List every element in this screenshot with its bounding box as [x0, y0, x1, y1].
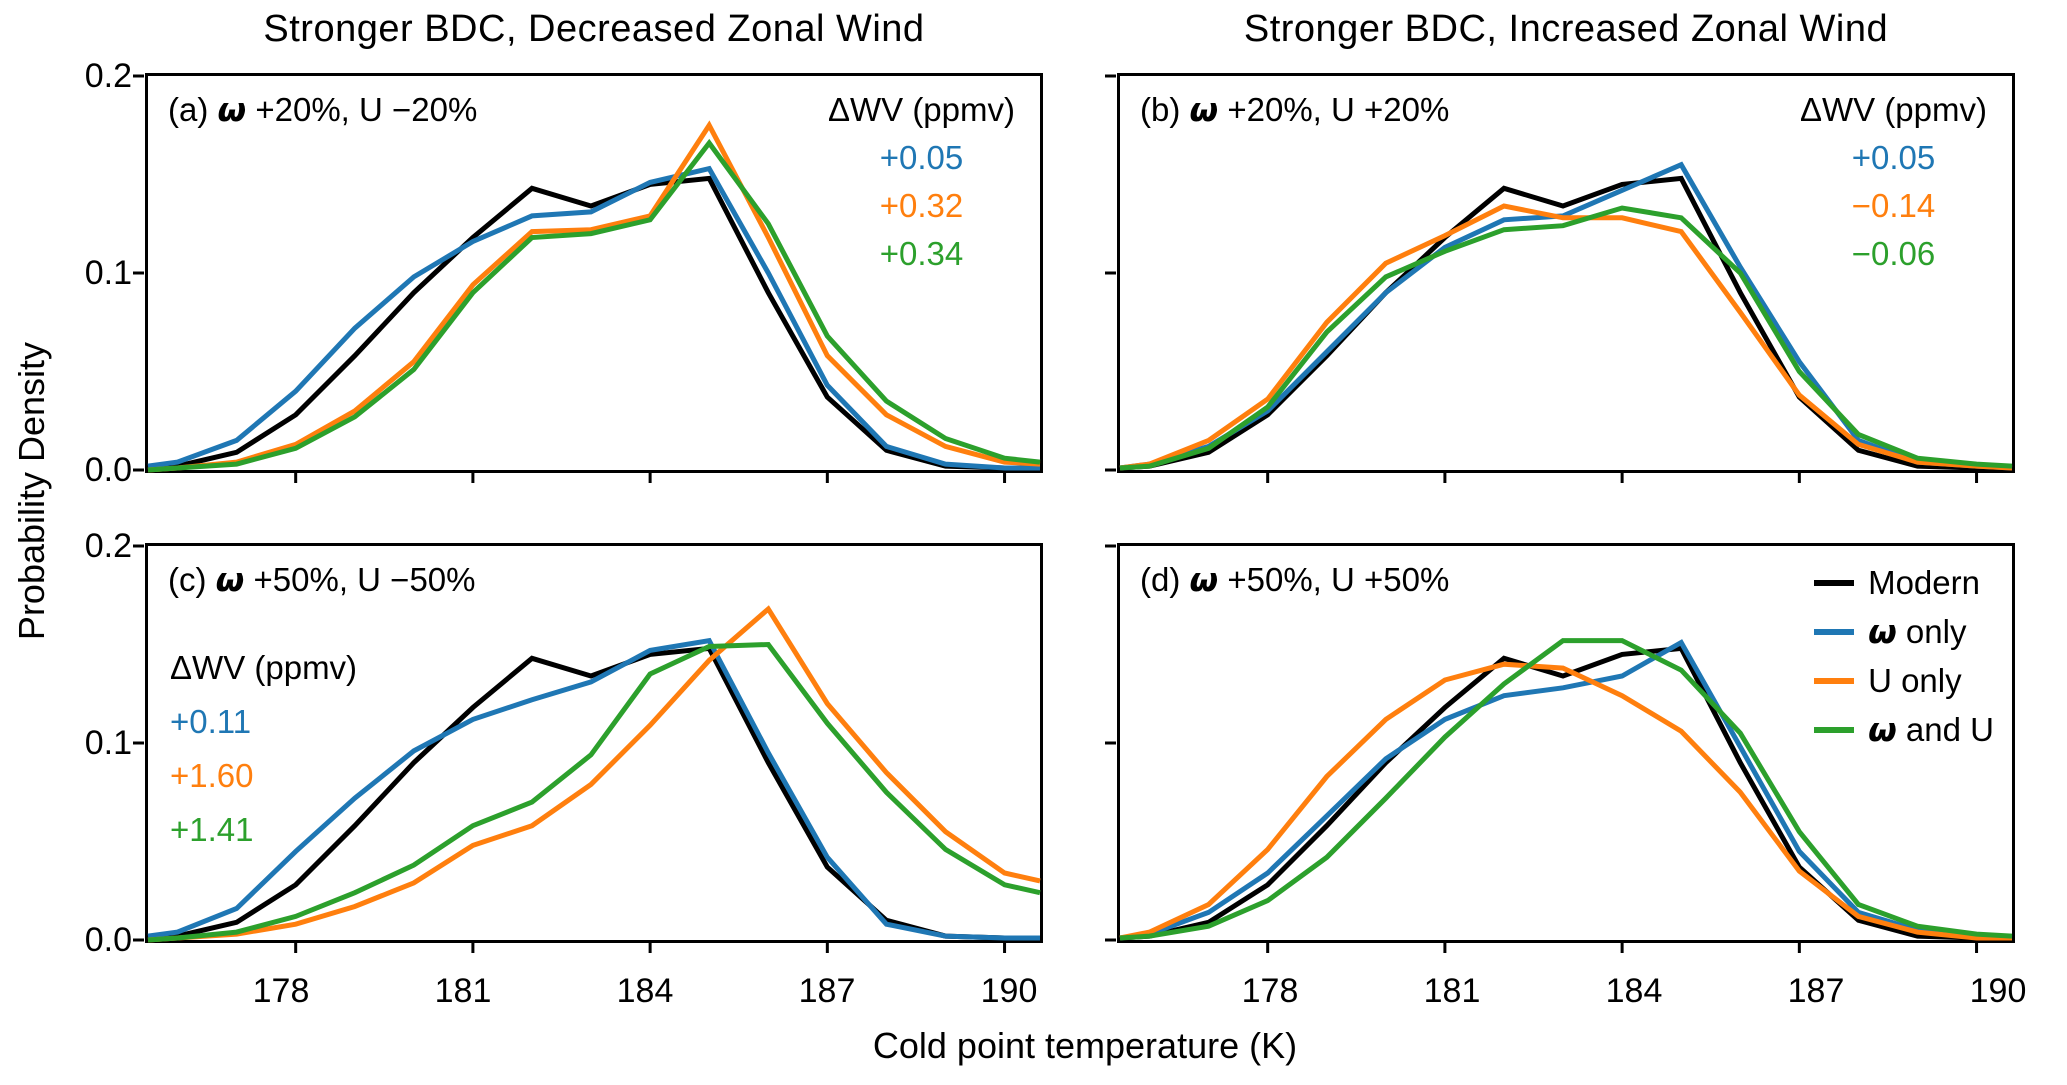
- panel-b-label-pre: (b): [1140, 91, 1190, 128]
- legend-line-swatch: [1814, 677, 1855, 684]
- panel-a-label-pre: (a): [168, 91, 218, 128]
- xtick-label: 190: [1969, 972, 2027, 1010]
- wv-value: +0.34: [879, 235, 964, 272]
- panel-a-plot: [133, 74, 1041, 483]
- wv-value: +1.41: [170, 811, 254, 848]
- series-Modern: [1119, 645, 2012, 941]
- series-U-only: [147, 605, 1041, 943]
- wv-header: ΔWV (ppmv): [170, 649, 358, 686]
- panel-d-plot: [1105, 544, 2013, 953]
- legend-entry-u-only: U only: [1814, 656, 1994, 705]
- series-ω-and-U: [147, 138, 1041, 473]
- panel-c-plot: [133, 544, 1041, 953]
- y-axis-label: Probability Density: [11, 341, 52, 641]
- omega-symbol: ω: [215, 560, 245, 599]
- legend-label: ω only: [1868, 612, 1967, 651]
- series-ω-only: [147, 637, 1040, 941]
- xtick-label: 178: [252, 972, 310, 1010]
- series-ω-and-U: [1119, 205, 2013, 471]
- panel-c-label: (c) ω +50%, U −50%: [168, 560, 476, 599]
- series-ω-only: [147, 165, 1040, 471]
- xtick-label: 184: [616, 972, 674, 1010]
- legend-entry-modern: Modern: [1814, 558, 1994, 607]
- omega-symbol: ω: [217, 90, 247, 129]
- legend-line-swatch: [1814, 726, 1855, 733]
- series-ω-and-U: [1119, 638, 2013, 941]
- series-Modern: [147, 645, 1040, 941]
- wv-header: ΔWV (ppmv): [1799, 91, 1987, 128]
- legend: Modern ω only U only ω and U: [1814, 558, 1994, 754]
- xtick-label: 181: [434, 972, 492, 1010]
- wv-value: +0.05: [1851, 139, 1936, 176]
- panel-d-label: (d) ω +50%, U +50%: [1140, 560, 1449, 599]
- xtick-label: 178: [1241, 972, 1299, 1010]
- xtick-label: 187: [1787, 972, 1845, 1010]
- legend-entry-omega-only: ω only: [1814, 607, 1994, 656]
- series-U-only: [147, 120, 1041, 473]
- ytick-label: 0.1: [84, 254, 132, 292]
- ytick-label: 0.1: [84, 724, 132, 762]
- series-ω-only: [1119, 639, 2013, 941]
- wv-value: +1.60: [170, 757, 254, 794]
- wv-value: +0.11: [170, 703, 252, 740]
- column-title-right: Stronger BDC, Increased Zonal Wind: [1243, 8, 1889, 50]
- panel-d: (d) ω +50%, U +50% Modern ω only U only …: [1105, 543, 2015, 953]
- series-Modern: [1119, 175, 2012, 471]
- legend-line-swatch: [1814, 628, 1855, 635]
- legend-line-swatch: [1814, 579, 1855, 586]
- panel-c-label-post: +50%, U −50%: [244, 561, 476, 598]
- xtick-label: 181: [1423, 972, 1481, 1010]
- wv-header: ΔWV (ppmv): [827, 91, 1015, 128]
- series-U-only: [1119, 203, 2013, 471]
- panel-c-label-pre: (c): [168, 561, 216, 598]
- panel-b-wv-annotation: ΔWV (ppmv) +0.05 −0.14 −0.06: [1800, 86, 1987, 278]
- xtick-label: 190: [980, 972, 1038, 1010]
- panel-b-plot: [1105, 74, 2013, 483]
- xtick-label: 187: [798, 972, 856, 1010]
- ytick-label: 0.0: [84, 451, 132, 489]
- omega-symbol: ω: [1189, 560, 1219, 599]
- series-U-only: [1119, 661, 2012, 941]
- panel-a: (a) ω +20%, U −20% ΔWV (ppmv) +0.05 +0.3…: [133, 73, 1043, 483]
- x-axis-label: Cold point temperature (K): [872, 1025, 1298, 1066]
- ytick-label: 0.2: [84, 527, 132, 565]
- legend-label: Modern: [1868, 564, 1980, 601]
- panel-d-label-post: +50%, U +50%: [1218, 561, 1450, 598]
- legend-label: ω and U: [1868, 710, 1994, 749]
- panel-b-label-post: +20%, U +20%: [1218, 91, 1450, 128]
- wv-value: +0.32: [879, 187, 964, 224]
- ytick-label: 0.0: [84, 921, 132, 959]
- panel-d-label-pre: (d): [1140, 561, 1190, 598]
- omega-symbol: ω: [1189, 90, 1219, 129]
- panel-a-label-post: +20%, U −20%: [246, 91, 478, 128]
- wv-value: −0.06: [1851, 235, 1936, 272]
- series-Modern: [147, 175, 1040, 471]
- panel-c: (c) ω +50%, U −50% ΔWV (ppmv) +0.11 +1.6…: [133, 543, 1043, 953]
- legend-entry-omega-and-u: ω and U: [1814, 705, 1994, 754]
- legend-label: U only: [1868, 662, 1962, 699]
- ytick-label: 0.2: [84, 57, 132, 95]
- panel-c-wv-annotation: ΔWV (ppmv) +0.11 +1.60 +1.41: [170, 641, 357, 857]
- panel-a-wv-annotation: ΔWV (ppmv) +0.05 +0.32 +0.34: [828, 86, 1015, 278]
- panel-a-label: (a) ω +20%, U −20%: [168, 90, 477, 129]
- wv-value: −0.14: [1851, 187, 1936, 224]
- series-ω-and-U: [147, 641, 1041, 943]
- wv-value: +0.05: [879, 139, 964, 176]
- xtick-label: 184: [1605, 972, 1663, 1010]
- panel-b-label: (b) ω +20%, U +20%: [1140, 90, 1449, 129]
- panel-b: (b) ω +20%, U +20% ΔWV (ppmv) +0.05 −0.1…: [1105, 73, 2015, 483]
- column-title-left: Stronger BDC, Decreased Zonal Wind: [263, 8, 925, 50]
